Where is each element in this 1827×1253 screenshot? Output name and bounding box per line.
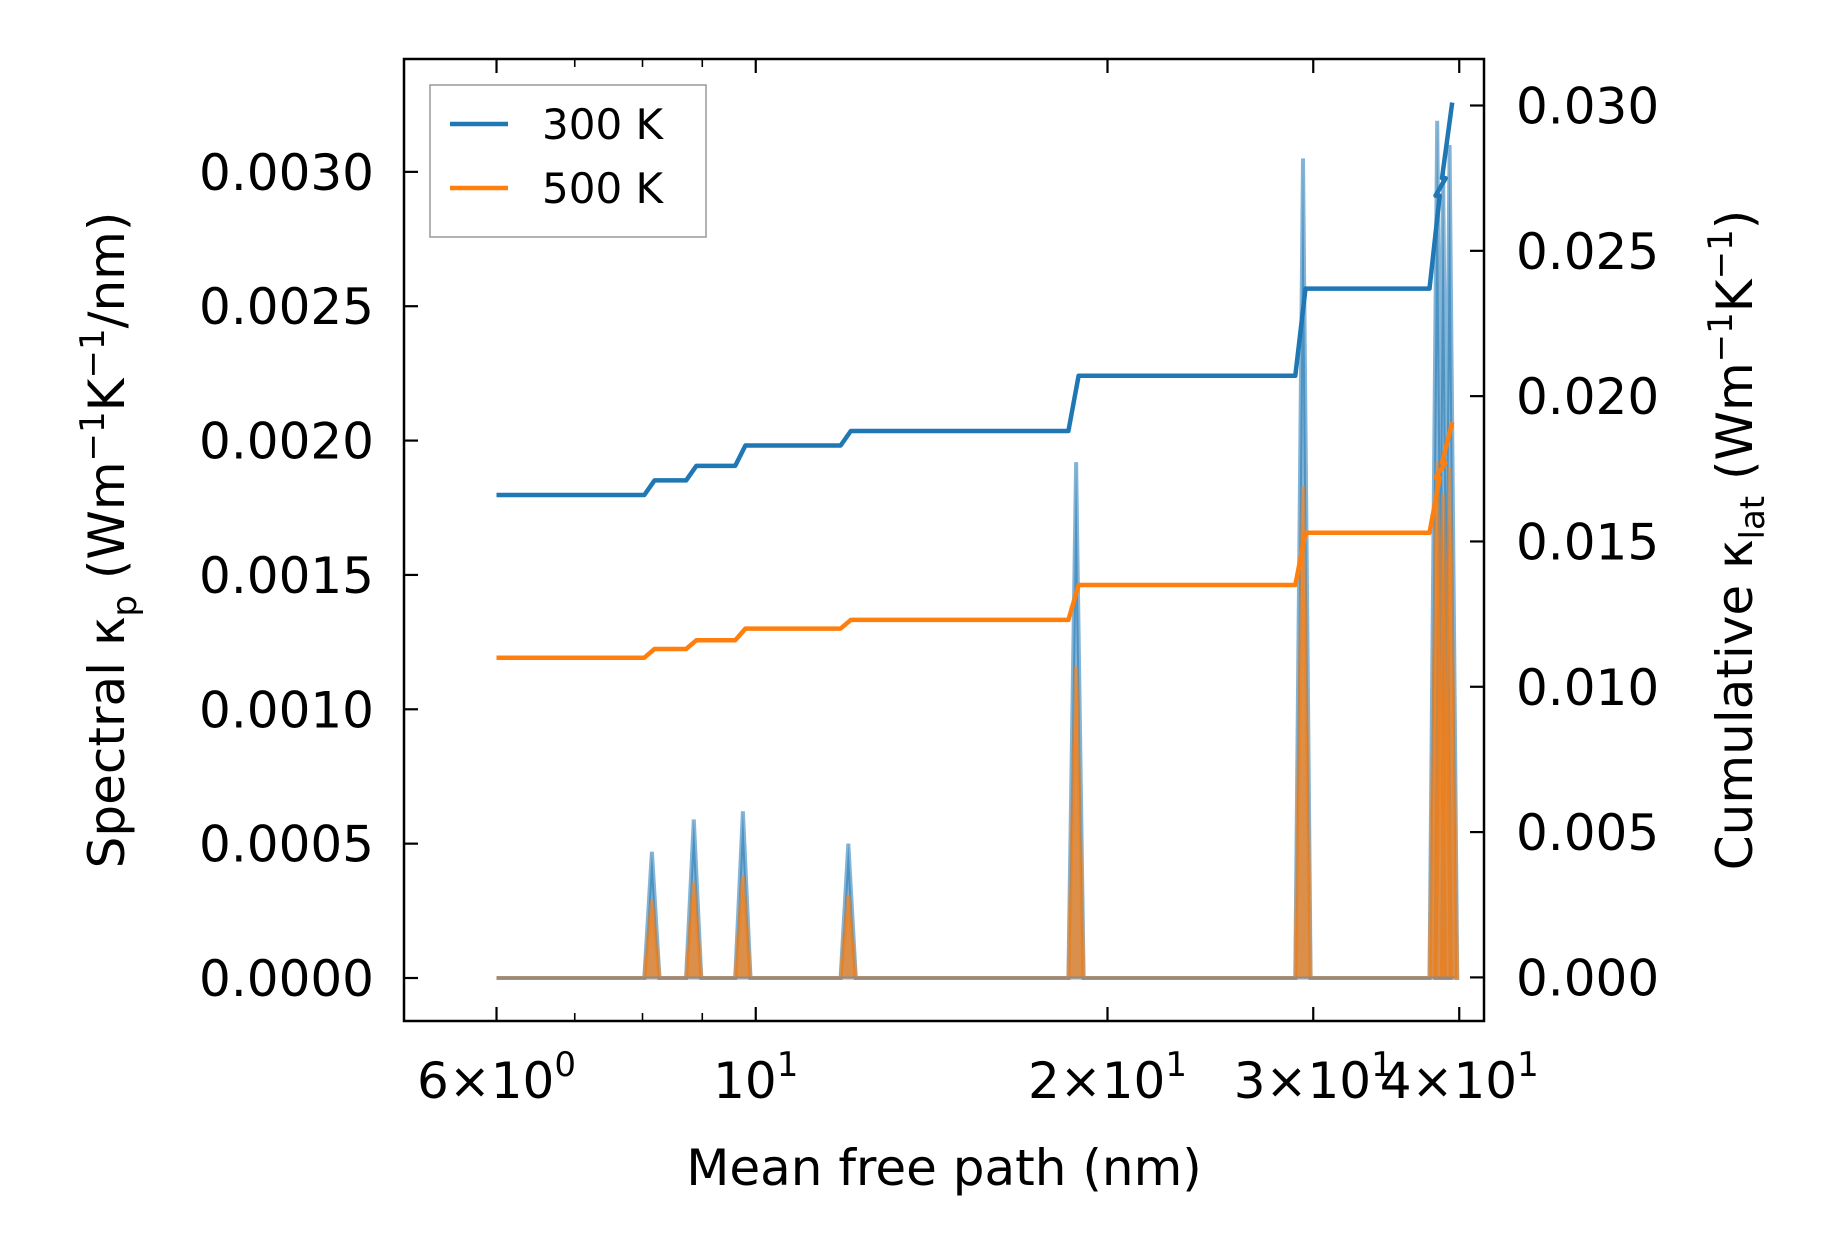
x-tick-label-4: 4×101 bbox=[1380, 1045, 1539, 1110]
x-tick-label-3: 3×101 bbox=[1234, 1045, 1393, 1110]
legend: 300 K 500 K bbox=[429, 84, 707, 238]
y-tick-label-3: 0.0015 bbox=[199, 547, 374, 605]
spectral-layer bbox=[496, 120, 1460, 980]
y-tick-label-4: 0.0020 bbox=[199, 413, 374, 471]
spectral-series-300k bbox=[496, 120, 1460, 980]
spectral-series-500k bbox=[496, 462, 1460, 980]
left-y-axis-label: Spectral κp (Wm−1K−1/nm) bbox=[73, 212, 145, 869]
y-tick-label-5: 0.0025 bbox=[199, 278, 374, 336]
right-y-axis-label: Cumulative κlat (Wm−1K−1) bbox=[1701, 210, 1773, 870]
x-tick-label-1: 101 bbox=[713, 1045, 798, 1110]
y2-tick-label-2: 0.010 bbox=[1516, 659, 1659, 717]
y2-tick-label-4: 0.020 bbox=[1516, 368, 1659, 426]
x-tick-label-2: 2×101 bbox=[1028, 1045, 1187, 1110]
y2-tick-label-3: 0.015 bbox=[1516, 513, 1659, 571]
plot-frame bbox=[402, 57, 1486, 1023]
cumulative-series-500k bbox=[496, 421, 1455, 660]
legend-label-500k: 500 K bbox=[542, 164, 665, 213]
legend-label-300k: 300 K bbox=[542, 100, 665, 149]
right-y-axis: 0.000 0.005 0.010 0.015 0.020 0.025 0.030 bbox=[1470, 78, 1659, 1007]
cumulative-series-300k bbox=[496, 102, 1455, 498]
y-tick-label-0: 0.0000 bbox=[199, 950, 374, 1008]
y2-tick-label-6: 0.030 bbox=[1516, 78, 1659, 136]
left-y-axis: 0.0000 0.0005 0.0010 0.0015 0.0020 0.0025 0.00… bbox=[199, 144, 418, 1008]
y-tick-label-6: 0.0030 bbox=[199, 144, 374, 202]
x-tick-label-0: 6×100 bbox=[417, 1045, 576, 1110]
x-axis-label: Mean free path (nm) bbox=[686, 1139, 1202, 1197]
y2-tick-label-0: 0.000 bbox=[1516, 949, 1659, 1007]
y2-tick-label-1: 0.005 bbox=[1516, 804, 1659, 862]
y-tick-label-2: 0.0010 bbox=[199, 681, 374, 739]
legend-box bbox=[429, 84, 707, 238]
cumulative-layer bbox=[496, 102, 1455, 660]
y2-tick-label-5: 0.025 bbox=[1516, 223, 1659, 281]
y-tick-label-1: 0.0005 bbox=[199, 816, 374, 874]
